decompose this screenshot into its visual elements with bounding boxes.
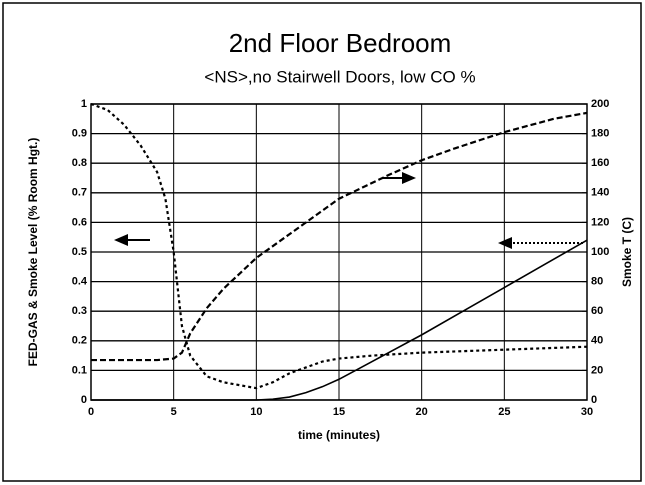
y2-tick-label: 60 [591, 305, 603, 317]
y-tick-label: 0.2 [72, 335, 87, 347]
y2-tick-label: 40 [591, 335, 603, 347]
y2-tick-label: 20 [591, 364, 603, 376]
annotation-arrows [114, 172, 583, 249]
y-tick-label: 0.5 [72, 246, 87, 258]
y-tick-label: 0.3 [72, 305, 87, 317]
arrow-head [114, 234, 128, 246]
x-tick-label: 0 [88, 406, 94, 418]
x-tick-label: 15 [333, 406, 345, 418]
series-line [91, 239, 588, 401]
x-tick-label: 25 [498, 406, 510, 418]
y2-tick-label: 180 [591, 128, 609, 140]
y-tick-label: 0.7 [72, 187, 87, 199]
series-line [90, 102, 588, 390]
arrow-head [498, 237, 512, 249]
y-tick-label: 1 [81, 98, 87, 110]
arrow-head [402, 172, 416, 184]
y-tick-label: 0.6 [72, 216, 87, 228]
x-tick-label: 5 [171, 406, 177, 418]
chart-subtitle: <NS>,no Stairwell Doors, low CO % [204, 67, 475, 86]
chart-title: 2nd Floor Bedroom [229, 28, 452, 58]
y2-axis-label: Smoke T (C) [620, 217, 634, 287]
y2-tick-label: 100 [591, 246, 609, 258]
y-tick-label: 0.9 [72, 128, 87, 140]
y2-tick-label: 140 [591, 187, 609, 199]
series-line [91, 111, 588, 362]
y-tick-label: 0 [81, 394, 87, 406]
y2-tick-label: 160 [591, 157, 609, 169]
y-tick-label: 0.4 [72, 276, 88, 288]
y2-tick-label: 120 [591, 216, 609, 228]
y-tick-label: 0.8 [72, 157, 87, 169]
plot-area [90, 103, 588, 401]
x-tick-label: 20 [416, 406, 428, 418]
x-tick-label: 10 [250, 406, 262, 418]
y2-tick-label: 80 [591, 276, 603, 288]
y-tick-label: 0.1 [72, 364, 87, 376]
x-axis-label: time (minutes) [298, 428, 380, 442]
y2-tick-label: 0 [591, 394, 597, 406]
y-axis-label: FED-GAS & Smoke Level (% Room Hgt.) [26, 138, 40, 367]
y2-tick-label: 200 [591, 98, 609, 110]
x-tick-label: 30 [581, 406, 593, 418]
